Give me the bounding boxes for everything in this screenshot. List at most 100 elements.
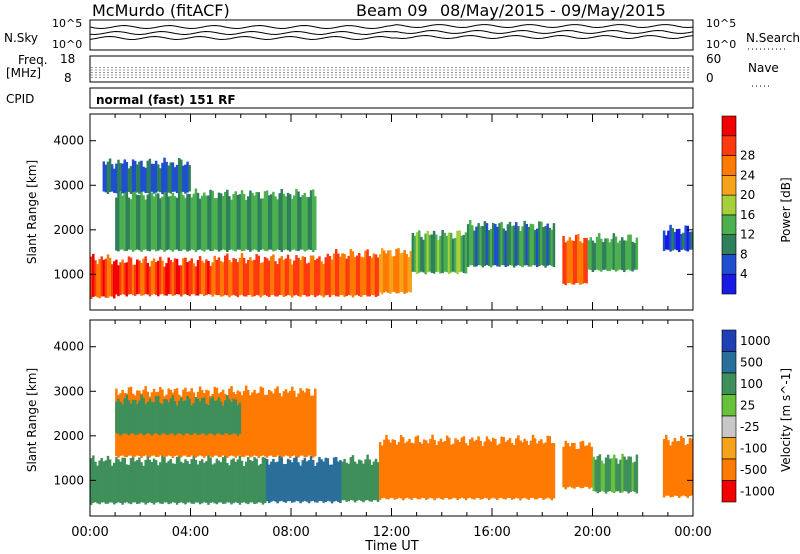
heatmap-cell — [500, 436, 503, 498]
heatmap-cell — [456, 439, 459, 501]
heatmap-cell — [494, 223, 497, 266]
heatmap-cell — [184, 197, 187, 250]
heatmap-cell — [238, 402, 242, 434]
heatmap-cell — [454, 237, 457, 273]
heatmap-cell — [113, 261, 116, 299]
heatmap-cell — [215, 458, 219, 505]
heatmap-cell — [374, 254, 378, 298]
heatmap-cell — [106, 254, 110, 298]
heatmap-cell — [106, 161, 110, 194]
x-axis-label: Time UT — [364, 539, 418, 554]
heatmap-cell — [270, 391, 273, 456]
heatmap-cell — [125, 394, 129, 435]
colorbar-tick-label: -100 — [740, 441, 767, 455]
heatmap-cell — [144, 167, 147, 194]
heatmap-cell — [542, 443, 545, 500]
heatmap-cell — [184, 164, 187, 194]
heatmap-cell — [157, 465, 160, 503]
heatmap-cell — [538, 221, 541, 267]
heatmap-cell — [291, 462, 294, 503]
heatmap-cell — [140, 462, 143, 503]
heatmap-cell — [414, 436, 418, 498]
heatmap-cell — [251, 260, 254, 297]
heatmap-cell — [492, 437, 495, 498]
heatmap-cell — [635, 237, 639, 270]
heatmap-cell — [159, 462, 162, 504]
heatmap-cell — [140, 262, 143, 296]
heatmap-cell — [175, 456, 179, 505]
heatmap-cell — [257, 465, 260, 503]
colorbar-tick-label: -1000 — [740, 484, 775, 498]
heatmap-cell — [159, 256, 162, 295]
heatmap-cell — [631, 462, 635, 492]
heatmap-cell — [108, 158, 112, 193]
x-tick-label: 08:00 — [272, 525, 309, 540]
heatmap-cell — [131, 456, 135, 503]
heatmap-cell — [303, 392, 307, 458]
power-colorbar-ticks: 4 8 12 16 20 24 28 — [740, 149, 755, 282]
heatmap-cell — [316, 462, 319, 503]
nsky-tick-top: 10^5 — [52, 17, 82, 30]
y-tick-label: 3000 — [53, 384, 84, 398]
heatmap-cell — [119, 461, 122, 503]
power-heatmap — [90, 157, 694, 299]
heatmap-cell — [182, 258, 185, 295]
heatmap-cell — [203, 462, 206, 503]
heatmap-cell — [142, 258, 145, 296]
heatmap-cell — [562, 236, 565, 284]
heatmap-cell — [682, 438, 685, 496]
heatmap-cell — [564, 242, 567, 286]
heatmap-cell — [311, 255, 315, 296]
heatmap-cell — [343, 458, 346, 501]
heatmap-cell — [150, 461, 154, 504]
heatmap-cell — [242, 193, 246, 251]
heatmap-cell — [422, 439, 426, 499]
heatmap-cell — [391, 439, 394, 499]
heatmap-cell — [688, 437, 692, 496]
heatmap-cell — [186, 461, 189, 503]
heatmap-cell — [123, 192, 126, 252]
heatmap-cell — [171, 192, 175, 252]
heatmap-cell — [611, 458, 614, 493]
heatmap-cell — [496, 445, 499, 501]
heatmap-cell — [242, 390, 246, 458]
heatmap-cell — [614, 236, 618, 272]
heatmap-cell — [140, 160, 143, 192]
heatmap-cell — [521, 442, 524, 499]
heatmap-cell — [577, 234, 580, 284]
heatmap-cell — [194, 188, 198, 253]
heatmap-cell — [121, 404, 124, 434]
heatmap-cell — [301, 460, 304, 502]
heatmap-cell — [161, 260, 164, 295]
heatmap-cell — [303, 257, 307, 296]
heatmap-cell — [395, 444, 399, 499]
heatmap-cell — [527, 226, 531, 267]
heatmap-cell — [263, 394, 267, 457]
heatmap-cell — [324, 457, 327, 503]
heatmap-cell — [468, 220, 472, 266]
heatmap-cell — [389, 250, 392, 294]
heatmap-cell — [447, 232, 451, 275]
colorbar-box — [721, 155, 737, 176]
heatmap-cell — [393, 256, 396, 292]
heatmap-cell — [324, 257, 327, 296]
heatmap-cell — [131, 264, 135, 296]
heatmap-cell — [498, 223, 501, 267]
colorbar-tick-label: 28 — [740, 149, 755, 163]
heatmap-cell — [443, 440, 447, 499]
heatmap-cell — [138, 400, 141, 434]
heatmap-cell — [203, 192, 206, 252]
heatmap-cell — [242, 466, 246, 503]
heatmap-cell — [686, 225, 690, 252]
heatmap-cell — [349, 249, 353, 296]
heatmap-cell — [207, 455, 210, 505]
heatmap-cell — [217, 257, 221, 296]
heatmap-cell — [144, 459, 147, 505]
heatmap-cell — [190, 459, 193, 504]
heatmap-cell — [401, 252, 404, 293]
heatmap-cell — [460, 437, 464, 498]
x-tick-label: 00:00 — [71, 525, 108, 540]
heatmap-cell — [146, 402, 150, 434]
heatmap-cell — [286, 458, 290, 502]
